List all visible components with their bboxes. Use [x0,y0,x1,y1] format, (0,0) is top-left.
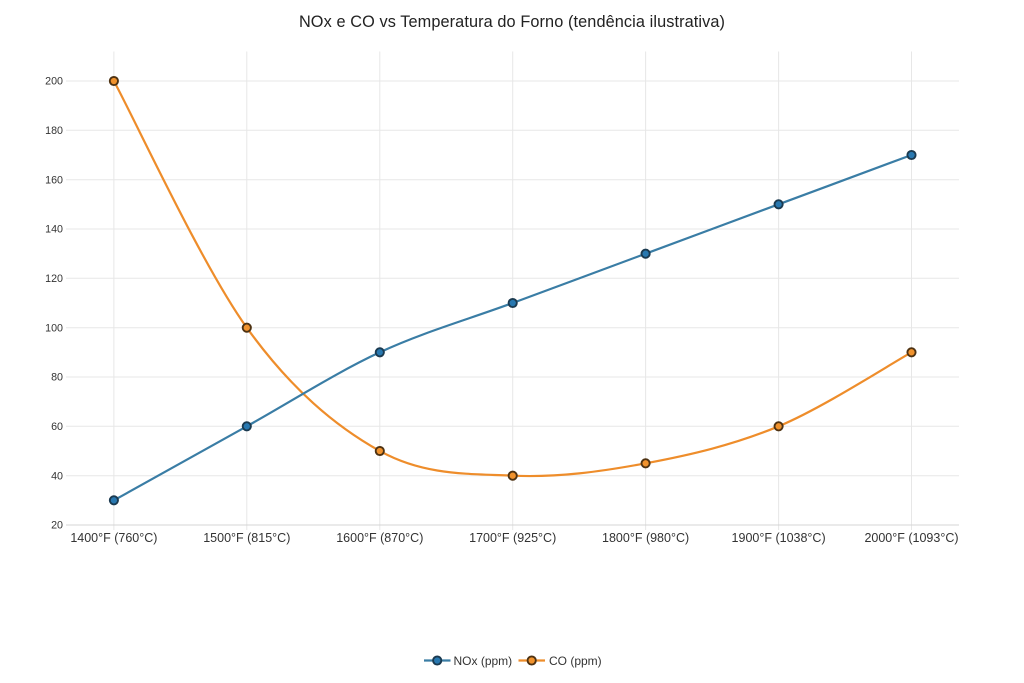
svg-text:180: 180 [45,125,63,137]
svg-text:1500°F (815°C): 1500°F (815°C) [203,531,290,545]
svg-text:1600°F (870°C): 1600°F (870°C) [336,531,423,545]
svg-text:1700°F (925°C): 1700°F (925°C) [469,531,556,545]
svg-text:160: 160 [45,174,63,186]
svg-text:60: 60 [51,421,63,433]
svg-text:40: 40 [51,470,63,482]
svg-text:NOx (ppm): NOx (ppm) [454,654,513,668]
svg-text:120: 120 [45,273,63,285]
svg-text:100: 100 [45,322,63,334]
svg-text:200: 200 [45,76,63,88]
svg-text:20: 20 [51,520,63,532]
svg-text:NOx e CO vs Temperatura do For: NOx e CO vs Temperatura do Forno (tendên… [299,13,725,31]
svg-text:1800°F (980°C): 1800°F (980°C) [602,531,689,545]
svg-text:2000°F (1093°C): 2000°F (1093°C) [864,531,958,545]
svg-text:140: 140 [45,224,63,236]
svg-text:1900°F (1038°C): 1900°F (1038°C) [732,531,826,545]
svg-text:1400°F (760°C): 1400°F (760°C) [70,531,157,545]
svg-text:80: 80 [51,372,63,384]
svg-text:CO (ppm): CO (ppm) [549,654,602,668]
